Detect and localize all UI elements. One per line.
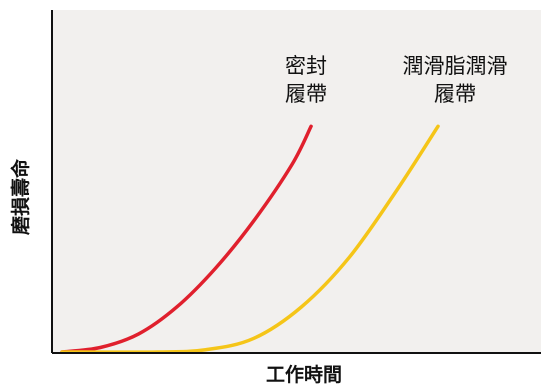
series-label-0: 密封履帶 (285, 54, 327, 106)
series-label-line: 履帶 (434, 82, 476, 106)
series-label-line: 潤滑脂潤滑 (403, 54, 508, 78)
series-label-line: 密封 (285, 54, 327, 78)
x-axis-label: 工作時間 (266, 363, 342, 386)
series-line-0 (60, 124, 313, 354)
series-label-1: 潤滑脂潤滑履帶 (403, 54, 508, 106)
series-label-line: 履帶 (285, 82, 327, 106)
y-axis-label: 磨損壽命 (9, 158, 32, 236)
series-lines (60, 124, 440, 354)
plot-background (52, 10, 541, 353)
series-line-1 (60, 124, 440, 354)
